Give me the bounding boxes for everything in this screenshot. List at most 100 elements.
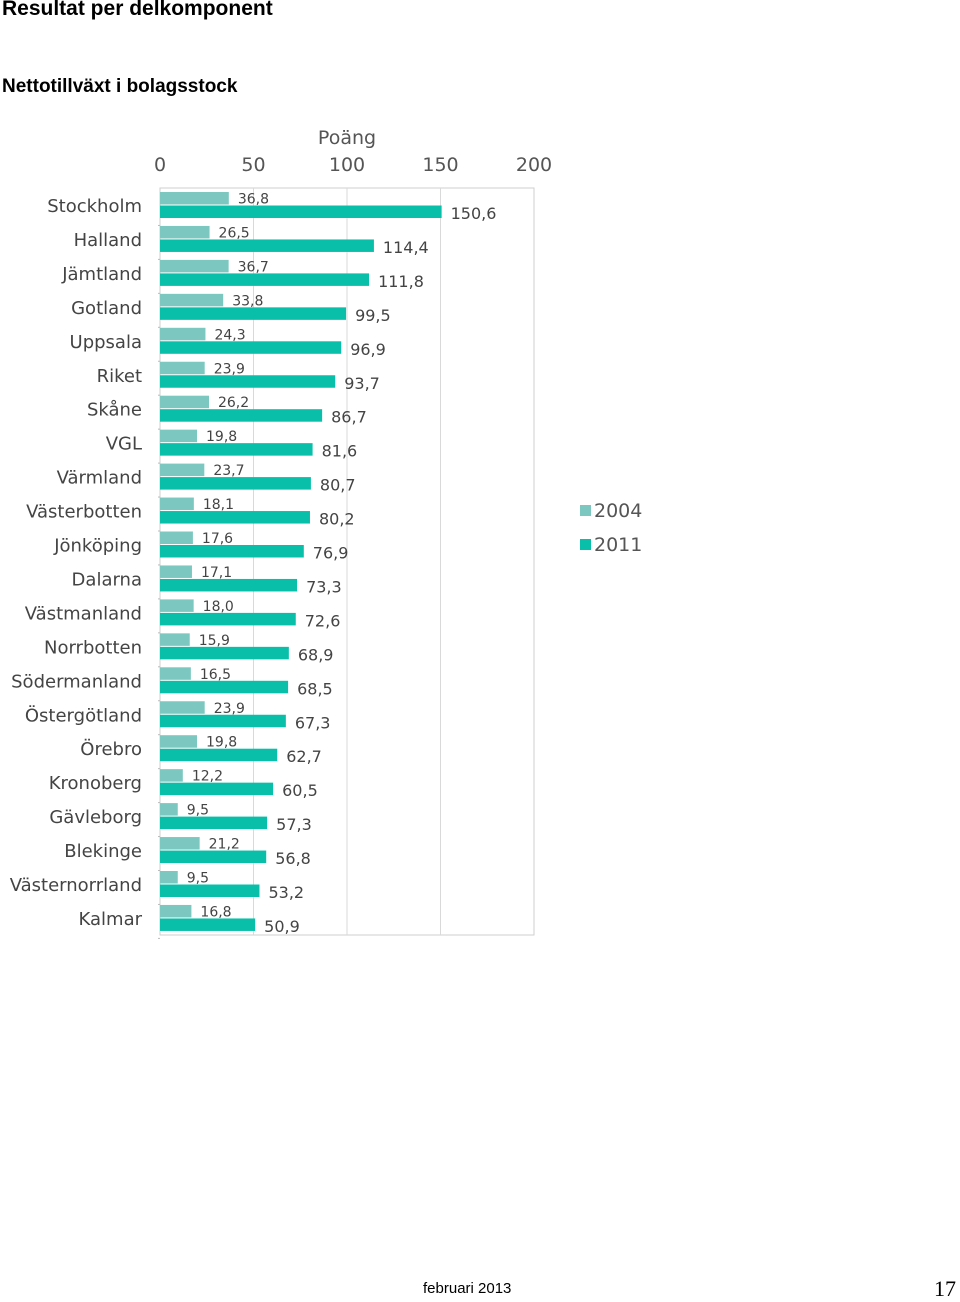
category-label: Västerbotten bbox=[26, 502, 142, 523]
data-label-2011: 68,9 bbox=[298, 645, 334, 664]
bar-2004 bbox=[160, 293, 224, 307]
data-label-2004: 18,1 bbox=[203, 497, 234, 513]
bar-2011 bbox=[160, 205, 442, 218]
category-label: Stockholm bbox=[47, 196, 142, 217]
bar-2004 bbox=[160, 837, 200, 850]
category-label: VGL bbox=[106, 434, 142, 455]
bar-2004 bbox=[160, 259, 229, 273]
data-label-2004: 18,0 bbox=[203, 599, 234, 615]
category-label: Östergötland bbox=[25, 704, 142, 726]
bar-2011 bbox=[160, 409, 323, 422]
category-label: Jönköping bbox=[53, 536, 142, 557]
data-label-2004: 9,5 bbox=[187, 871, 209, 887]
data-label-2011: 99,5 bbox=[355, 306, 391, 325]
data-label-2004: 21,2 bbox=[209, 837, 240, 853]
x-tick-label: 0 bbox=[154, 154, 166, 176]
bar-2004 bbox=[160, 225, 210, 239]
data-label-2004: 16,5 bbox=[200, 667, 231, 683]
category-label: Södermanland bbox=[11, 671, 142, 692]
category-label: Västmanland bbox=[25, 603, 142, 624]
bar-2011 bbox=[160, 782, 274, 796]
category-label: Västernorrland bbox=[10, 875, 142, 896]
category-label: Blekinge bbox=[64, 841, 142, 862]
data-label-2011: 57,3 bbox=[276, 815, 312, 834]
legend-label-2004: 2004 bbox=[594, 500, 642, 522]
bar-2011 bbox=[160, 918, 256, 931]
footer-date: februari 2013 bbox=[423, 1280, 512, 1297]
bar-2004 bbox=[160, 531, 193, 544]
category-label: Värmland bbox=[57, 468, 142, 489]
category-label: Dalarna bbox=[72, 569, 142, 590]
category-label: Kronoberg bbox=[49, 773, 142, 794]
bar-2004 bbox=[160, 429, 198, 443]
bar-2011 bbox=[160, 307, 347, 320]
legend-swatch-2004 bbox=[580, 505, 591, 516]
data-label-2004: 17,6 bbox=[202, 531, 233, 547]
bar-2011 bbox=[160, 714, 286, 728]
bar-2004 bbox=[160, 735, 198, 748]
bar-2011 bbox=[160, 273, 370, 286]
bar-2011 bbox=[160, 748, 278, 762]
bar-2011 bbox=[160, 239, 374, 252]
bar-2011 bbox=[160, 545, 304, 558]
x-tick-label: 50 bbox=[241, 154, 265, 176]
bar-2011 bbox=[160, 477, 311, 490]
x-axis-title: Poäng bbox=[318, 127, 376, 149]
category-label: Gotland bbox=[71, 298, 142, 319]
data-label-2011: 86,7 bbox=[331, 408, 367, 427]
data-label-2011: 62,7 bbox=[286, 747, 322, 766]
category-label: Norrbotten bbox=[44, 637, 142, 658]
category-label: Kalmar bbox=[79, 909, 143, 930]
category-label: Jämtland bbox=[61, 264, 142, 285]
data-label-2011: 67,3 bbox=[295, 713, 331, 732]
page-title: Resultat per delkomponent bbox=[2, 0, 273, 20]
bar-2004 bbox=[160, 599, 194, 612]
bar-2011 bbox=[160, 816, 268, 830]
bar-2011 bbox=[160, 612, 296, 626]
bar-2004 bbox=[160, 327, 206, 341]
bar-2011 bbox=[160, 443, 313, 456]
data-label-2011: 73,3 bbox=[306, 577, 342, 596]
bar-2011 bbox=[160, 646, 289, 660]
data-label-2011: 150,6 bbox=[451, 204, 497, 223]
bar-2011 bbox=[160, 680, 289, 694]
data-label-2011: 93,7 bbox=[344, 374, 380, 393]
bar-2004 bbox=[160, 463, 205, 477]
bar-2011 bbox=[160, 341, 342, 354]
data-label-2004: 26,2 bbox=[218, 395, 249, 411]
data-label-2011: 80,2 bbox=[319, 510, 355, 529]
category-label: Gävleborg bbox=[49, 807, 142, 828]
data-label-2011: 72,6 bbox=[305, 611, 341, 630]
data-label-2004: 23,7 bbox=[213, 463, 244, 479]
data-label-2004: 15,9 bbox=[199, 633, 230, 649]
bar-2004 bbox=[160, 395, 209, 409]
category-label: Uppsala bbox=[70, 332, 142, 353]
bar-2011 bbox=[160, 850, 267, 864]
data-label-2004: 19,8 bbox=[206, 735, 237, 751]
bar-2004 bbox=[160, 701, 205, 714]
bar-2011 bbox=[160, 511, 310, 524]
data-label-2004: 16,8 bbox=[200, 904, 231, 920]
category-label: Halland bbox=[74, 230, 142, 251]
data-label-2004: 17,1 bbox=[201, 565, 232, 581]
bar-2004 bbox=[160, 497, 194, 511]
bar-2004 bbox=[160, 904, 192, 918]
data-label-2011: 111,8 bbox=[378, 272, 424, 291]
data-label-2011: 80,7 bbox=[320, 476, 356, 495]
data-label-2004: 23,9 bbox=[214, 701, 245, 717]
bar-2004 bbox=[160, 803, 178, 816]
category-label: Örebro bbox=[80, 738, 142, 760]
data-label-2011: 76,9 bbox=[313, 544, 349, 563]
bar-2004 bbox=[160, 667, 191, 680]
data-label-2011: 96,9 bbox=[350, 340, 386, 359]
bar-2004 bbox=[160, 633, 190, 646]
bar-2011 bbox=[160, 578, 298, 592]
data-label-2011: 114,4 bbox=[383, 238, 429, 257]
x-tick-label: 200 bbox=[516, 154, 552, 176]
bar-2011 bbox=[160, 375, 336, 388]
bar-2004 bbox=[160, 871, 178, 884]
category-label: Riket bbox=[97, 366, 142, 387]
chart-subtitle: Nettotillväxt i bolagsstock bbox=[2, 76, 238, 97]
data-label-2004: 12,2 bbox=[192, 769, 223, 785]
data-label-2004: 24,3 bbox=[214, 327, 245, 343]
